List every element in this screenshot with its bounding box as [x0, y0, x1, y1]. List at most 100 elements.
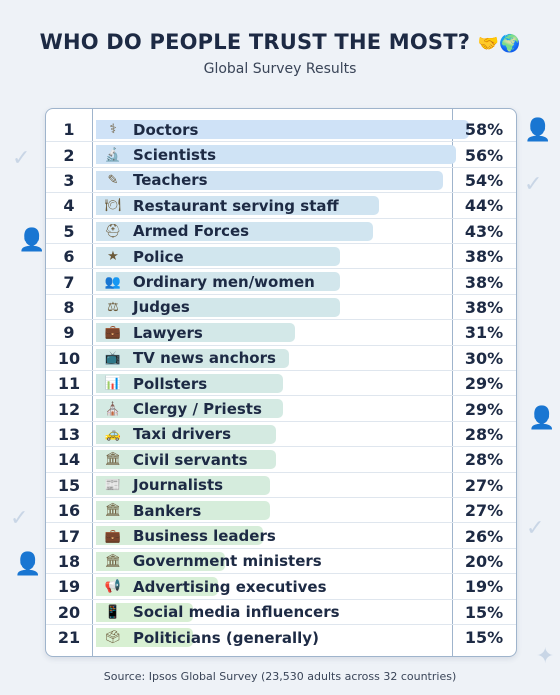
bar	[96, 145, 457, 165]
plate-icon: 🍽	[104, 198, 122, 214]
rank-number: 16	[57, 501, 81, 521]
value-label: 31%	[464, 323, 504, 343]
category-label: Government ministers	[133, 552, 322, 571]
table-row: 3 ✎ Teachers 54%	[46, 168, 516, 194]
table-row: 13 🚕 Taxi drivers 28%	[46, 422, 516, 448]
row-divider	[46, 547, 516, 549]
value-label: 38%	[464, 297, 504, 317]
value-label: 28%	[464, 450, 504, 470]
table-row: 6 ★ Police 38%	[46, 244, 516, 270]
bar	[96, 297, 341, 317]
row-divider	[46, 166, 516, 168]
megaphone-icon: 📢	[104, 579, 122, 595]
bar	[96, 323, 296, 343]
row-divider	[46, 268, 516, 270]
value-label: 29%	[464, 399, 504, 419]
table-row: 18 🏛 Government ministers 20%	[46, 549, 516, 575]
sparkle-icon: ✦	[536, 644, 555, 669]
row-divider	[46, 293, 516, 295]
rank-number: 20	[57, 602, 81, 622]
teacher-icon: ✎	[107, 172, 119, 188]
taxi-icon: 🚕	[104, 426, 122, 442]
rank-number: 14	[57, 450, 81, 470]
church-icon: ⛪	[104, 401, 122, 417]
category-label: TV news anchors	[133, 349, 276, 368]
category-label: Civil servants	[133, 450, 248, 469]
bar	[96, 475, 270, 495]
page-subtitle: Global Survey Results	[203, 61, 357, 77]
category-label: Armed Forces	[133, 222, 250, 241]
value-label: 54%	[464, 170, 504, 190]
row-divider	[46, 496, 516, 498]
scales-icon: ⚖	[107, 299, 119, 315]
bar	[96, 424, 277, 444]
bar	[96, 526, 264, 546]
row-divider	[46, 471, 516, 473]
table-row: 10 📺 TV news anchors 30%	[46, 346, 516, 371]
bar	[96, 196, 380, 216]
value-label: 44%	[464, 196, 504, 216]
person-icon: 👤	[524, 118, 552, 143]
briefcase-icon: 💼	[104, 528, 122, 544]
table-row: 9 💼 Lawyers 31%	[46, 320, 516, 346]
row-divider	[46, 369, 516, 371]
category-label: Business leaders	[133, 527, 276, 546]
row-divider	[46, 319, 516, 321]
row-divider	[46, 623, 516, 625]
briefcase-icon: 💼	[104, 325, 122, 341]
table-row: 8 ⚖ Judges 38%	[46, 295, 516, 321]
table-row: 1 ⚕ Doctors 58%	[46, 117, 516, 143]
value-label: 29%	[464, 374, 504, 394]
person-icon: 👤	[14, 552, 42, 577]
check-icon: ✓	[524, 172, 543, 197]
bar	[96, 450, 277, 470]
table-row: 7 👥 Ordinary men/women 38%	[46, 269, 516, 295]
value-label: 27%	[464, 475, 504, 495]
rank-number: 5	[63, 221, 75, 241]
bar	[96, 272, 341, 292]
rank-number: 18	[57, 551, 81, 571]
category-label: Clergy / Priests	[133, 400, 262, 419]
table-row: 17 💼 Business leaders 26%	[46, 523, 516, 549]
bar	[96, 348, 289, 368]
category-label: Taxi drivers	[133, 425, 232, 444]
rank-number: 19	[57, 577, 81, 597]
rank-column-divider	[92, 109, 93, 656]
table-row: 5 ⛑ Armed Forces 43%	[46, 219, 516, 244]
rank-number: 17	[57, 526, 81, 546]
row-divider	[46, 192, 516, 194]
category-label: Lawyers	[133, 323, 203, 342]
rank-number: 10	[57, 348, 81, 368]
rank-number: 8	[63, 297, 75, 317]
category-label: Doctors	[133, 120, 199, 139]
bar	[96, 170, 444, 190]
helmet-icon: ⛑	[104, 223, 122, 239]
bar	[96, 628, 193, 647]
rank-number: 13	[57, 424, 81, 444]
check-icon: ✓	[12, 146, 31, 171]
row-divider	[46, 522, 516, 524]
bar	[96, 501, 270, 520]
rank-number: 4	[63, 196, 75, 216]
check-icon: ✓	[10, 506, 29, 531]
rank-number: 6	[63, 247, 75, 267]
bar	[96, 120, 470, 139]
row-divider	[46, 598, 516, 600]
rank-number: 21	[57, 628, 81, 648]
row-divider	[46, 141, 516, 143]
row-divider	[46, 573, 516, 575]
rank-number: 1	[63, 120, 75, 140]
bar-chart-icon: 📊	[104, 376, 122, 392]
table-row: 14 🏛 Civil servants 28%	[46, 447, 516, 473]
rank-number: 7	[63, 272, 75, 292]
classical-building-icon: 🏛	[104, 452, 122, 468]
value-label: 27%	[464, 501, 504, 521]
value-label: 15%	[464, 628, 504, 648]
value-label: 58%	[464, 120, 504, 140]
page-title: WHO DO PEOPLE TRUST THE MOST? 🤝🌍	[0, 30, 560, 54]
rank-number: 15	[57, 475, 81, 495]
category-label: Judges	[133, 298, 190, 317]
category-label: Ordinary men/women	[133, 273, 315, 292]
people-icon: 👥	[104, 274, 122, 290]
bar	[96, 577, 219, 597]
